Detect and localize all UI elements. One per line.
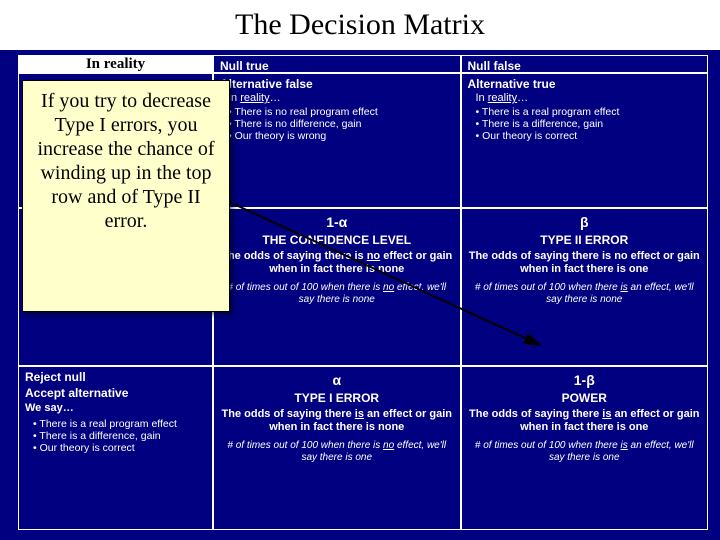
list-item: There is a difference, gain: [33, 430, 206, 442]
we-say-label: We say…: [25, 402, 206, 414]
accept-alt-label: Accept alternative: [25, 386, 206, 400]
header-in-reality: In reality: [18, 55, 213, 73]
null-false-bullets: There is a real program effect There is …: [476, 106, 702, 142]
cell-confidence-level: 1-α THE CONFIDENCE LEVEL The odds of say…: [213, 208, 461, 366]
alt-true-label: Alternative true: [468, 77, 702, 91]
type-ii-desc: The odds of saying there is no effect or…: [468, 250, 702, 276]
in-reality-text: In reality…: [228, 92, 454, 104]
cell-type-ii-error: β TYPE II ERROR The odds of saying there…: [461, 208, 709, 366]
symbol-alpha: α: [220, 372, 454, 388]
type-ii-label: TYPE II ERROR: [468, 233, 702, 247]
alt-false-label: Alternative false: [220, 77, 454, 91]
list-item: There is a difference, gain: [476, 118, 702, 130]
symbol-beta: β: [468, 214, 702, 230]
page-title: The Decision Matrix: [0, 0, 720, 46]
null-true-bullets: There is no real program effect There is…: [228, 106, 454, 142]
list-item: There is no real program effect: [228, 106, 454, 118]
type-i-label: TYPE I ERROR: [220, 391, 454, 405]
reject-null-label: Reject null: [25, 370, 206, 384]
power-freq: # of times out of 100 when there is an e…: [468, 440, 702, 463]
in-reality-text: In reality…: [476, 92, 702, 104]
cell-type-i-error: α TYPE I ERROR The odds of saying there …: [213, 366, 461, 530]
confidence-freq: # of times out of 100 when there is no e…: [220, 282, 454, 305]
cell-null-false-reality: Alternative true In reality… There is a …: [461, 73, 709, 208]
confidence-desc: The odds of saying there is no effect or…: [220, 250, 454, 276]
header-null-false: Null false: [461, 55, 709, 73]
reject-null-bullets: There is a real program effect There is …: [33, 418, 206, 454]
symbol-1-beta: 1-β: [468, 372, 702, 388]
callout-box: If you try to decrease Type I errors, yo…: [22, 80, 230, 312]
power-label: POWER: [468, 391, 702, 405]
list-item: There is a real program effect: [476, 106, 702, 118]
symbol-1-alpha: 1-α: [220, 214, 454, 230]
list-item: Our theory is wrong: [228, 130, 454, 142]
power-desc: The odds of saying there is an effect or…: [468, 408, 702, 434]
type-i-desc: The odds of saying there is an effect or…: [220, 408, 454, 434]
type-i-freq: # of times out of 100 when there is no e…: [220, 440, 454, 463]
list-item: Our theory is correct: [476, 130, 702, 142]
header-null-true: Null true: [213, 55, 461, 73]
cell-null-true-reality: Alternative false In reality… There is n…: [213, 73, 461, 208]
list-item: Our theory is correct: [33, 442, 206, 454]
type-ii-freq: # of times out of 100 when there is an e…: [468, 282, 702, 305]
cell-power: 1-β POWER The odds of saying there is an…: [461, 366, 709, 530]
list-item: There is no difference, gain: [228, 118, 454, 130]
confidence-level-label: THE CONFIDENCE LEVEL: [220, 233, 454, 247]
list-item: There is a real program effect: [33, 418, 206, 430]
col1-reject-null: Reject null Accept alternative We say… T…: [18, 366, 213, 530]
